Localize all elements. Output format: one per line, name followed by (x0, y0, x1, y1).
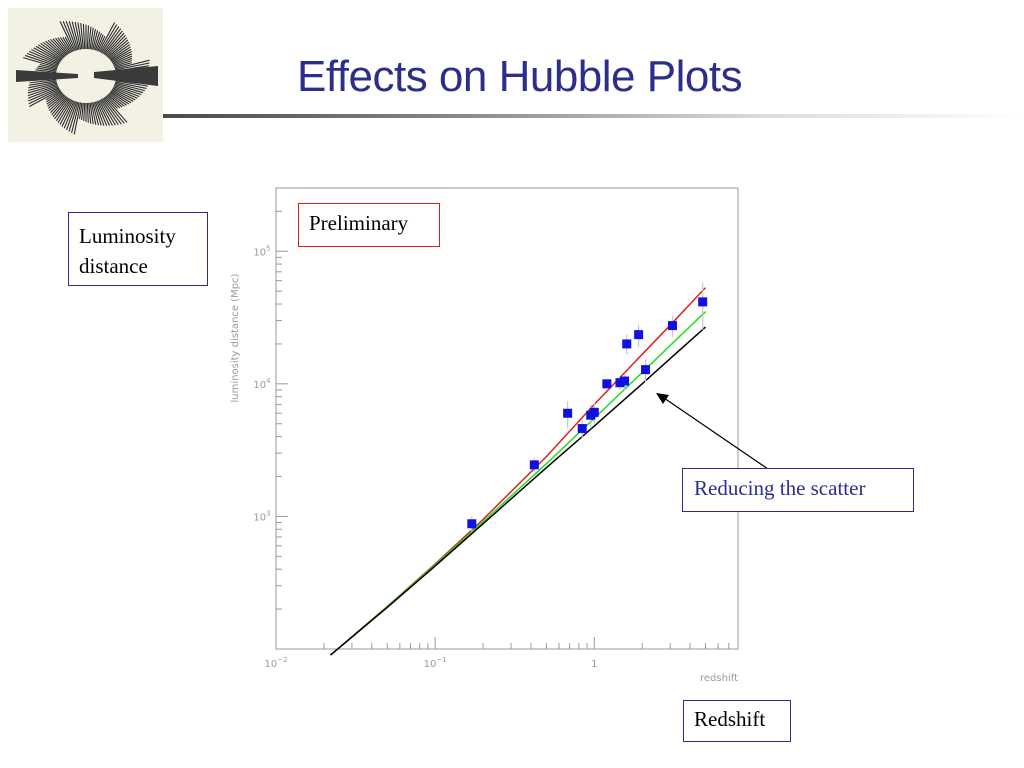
x-axis-annotation: Redshift (683, 700, 791, 742)
x-tick-label: 10−1 (424, 656, 447, 670)
data-point (529, 460, 539, 470)
axis-ticks: 10−2 10−1 1 103 104 105 (253, 187, 739, 670)
y-tick-label: 103 (253, 509, 270, 523)
y-axis-annotation: Luminosity distance (68, 212, 208, 286)
data-point (602, 379, 612, 389)
scatter-arrow (656, 393, 769, 470)
x-tick-label: 1 (591, 659, 597, 670)
data-point (589, 407, 599, 417)
y-annotation-line-2: distance (79, 254, 148, 278)
y-annotation-line-1: Luminosity (79, 224, 176, 248)
black-model-curve (330, 326, 706, 656)
data-point (467, 519, 477, 529)
scatter-annotation: Reducing the scatter (682, 468, 914, 512)
data-point (641, 365, 651, 375)
data-point (620, 376, 630, 386)
plot-frame (275, 187, 739, 650)
data-point (615, 378, 625, 388)
slide-title: Effects on Hubble Plots (297, 52, 743, 101)
data-point (622, 339, 632, 349)
data-point (667, 321, 677, 331)
data-point (634, 330, 644, 340)
x-axis-title-group: redshift (700, 673, 738, 684)
data-points (467, 297, 708, 529)
data-point (698, 297, 708, 307)
galaxy-logo (8, 8, 163, 142)
y-tick-label: 105 (253, 244, 270, 258)
title-divider (163, 114, 1024, 118)
model-curves (330, 287, 707, 656)
x-tick-label: 10−2 (264, 656, 287, 670)
data-point (577, 424, 587, 434)
y-tick-label: 104 (253, 377, 271, 391)
y-axis-title-group: luminosity distance (Mpc) (230, 273, 241, 402)
preliminary-label: Preliminary (298, 203, 440, 247)
data-point (563, 408, 573, 418)
x-axis-title: redshift (700, 673, 738, 684)
y-axis-title: luminosity distance (Mpc) (230, 273, 241, 402)
